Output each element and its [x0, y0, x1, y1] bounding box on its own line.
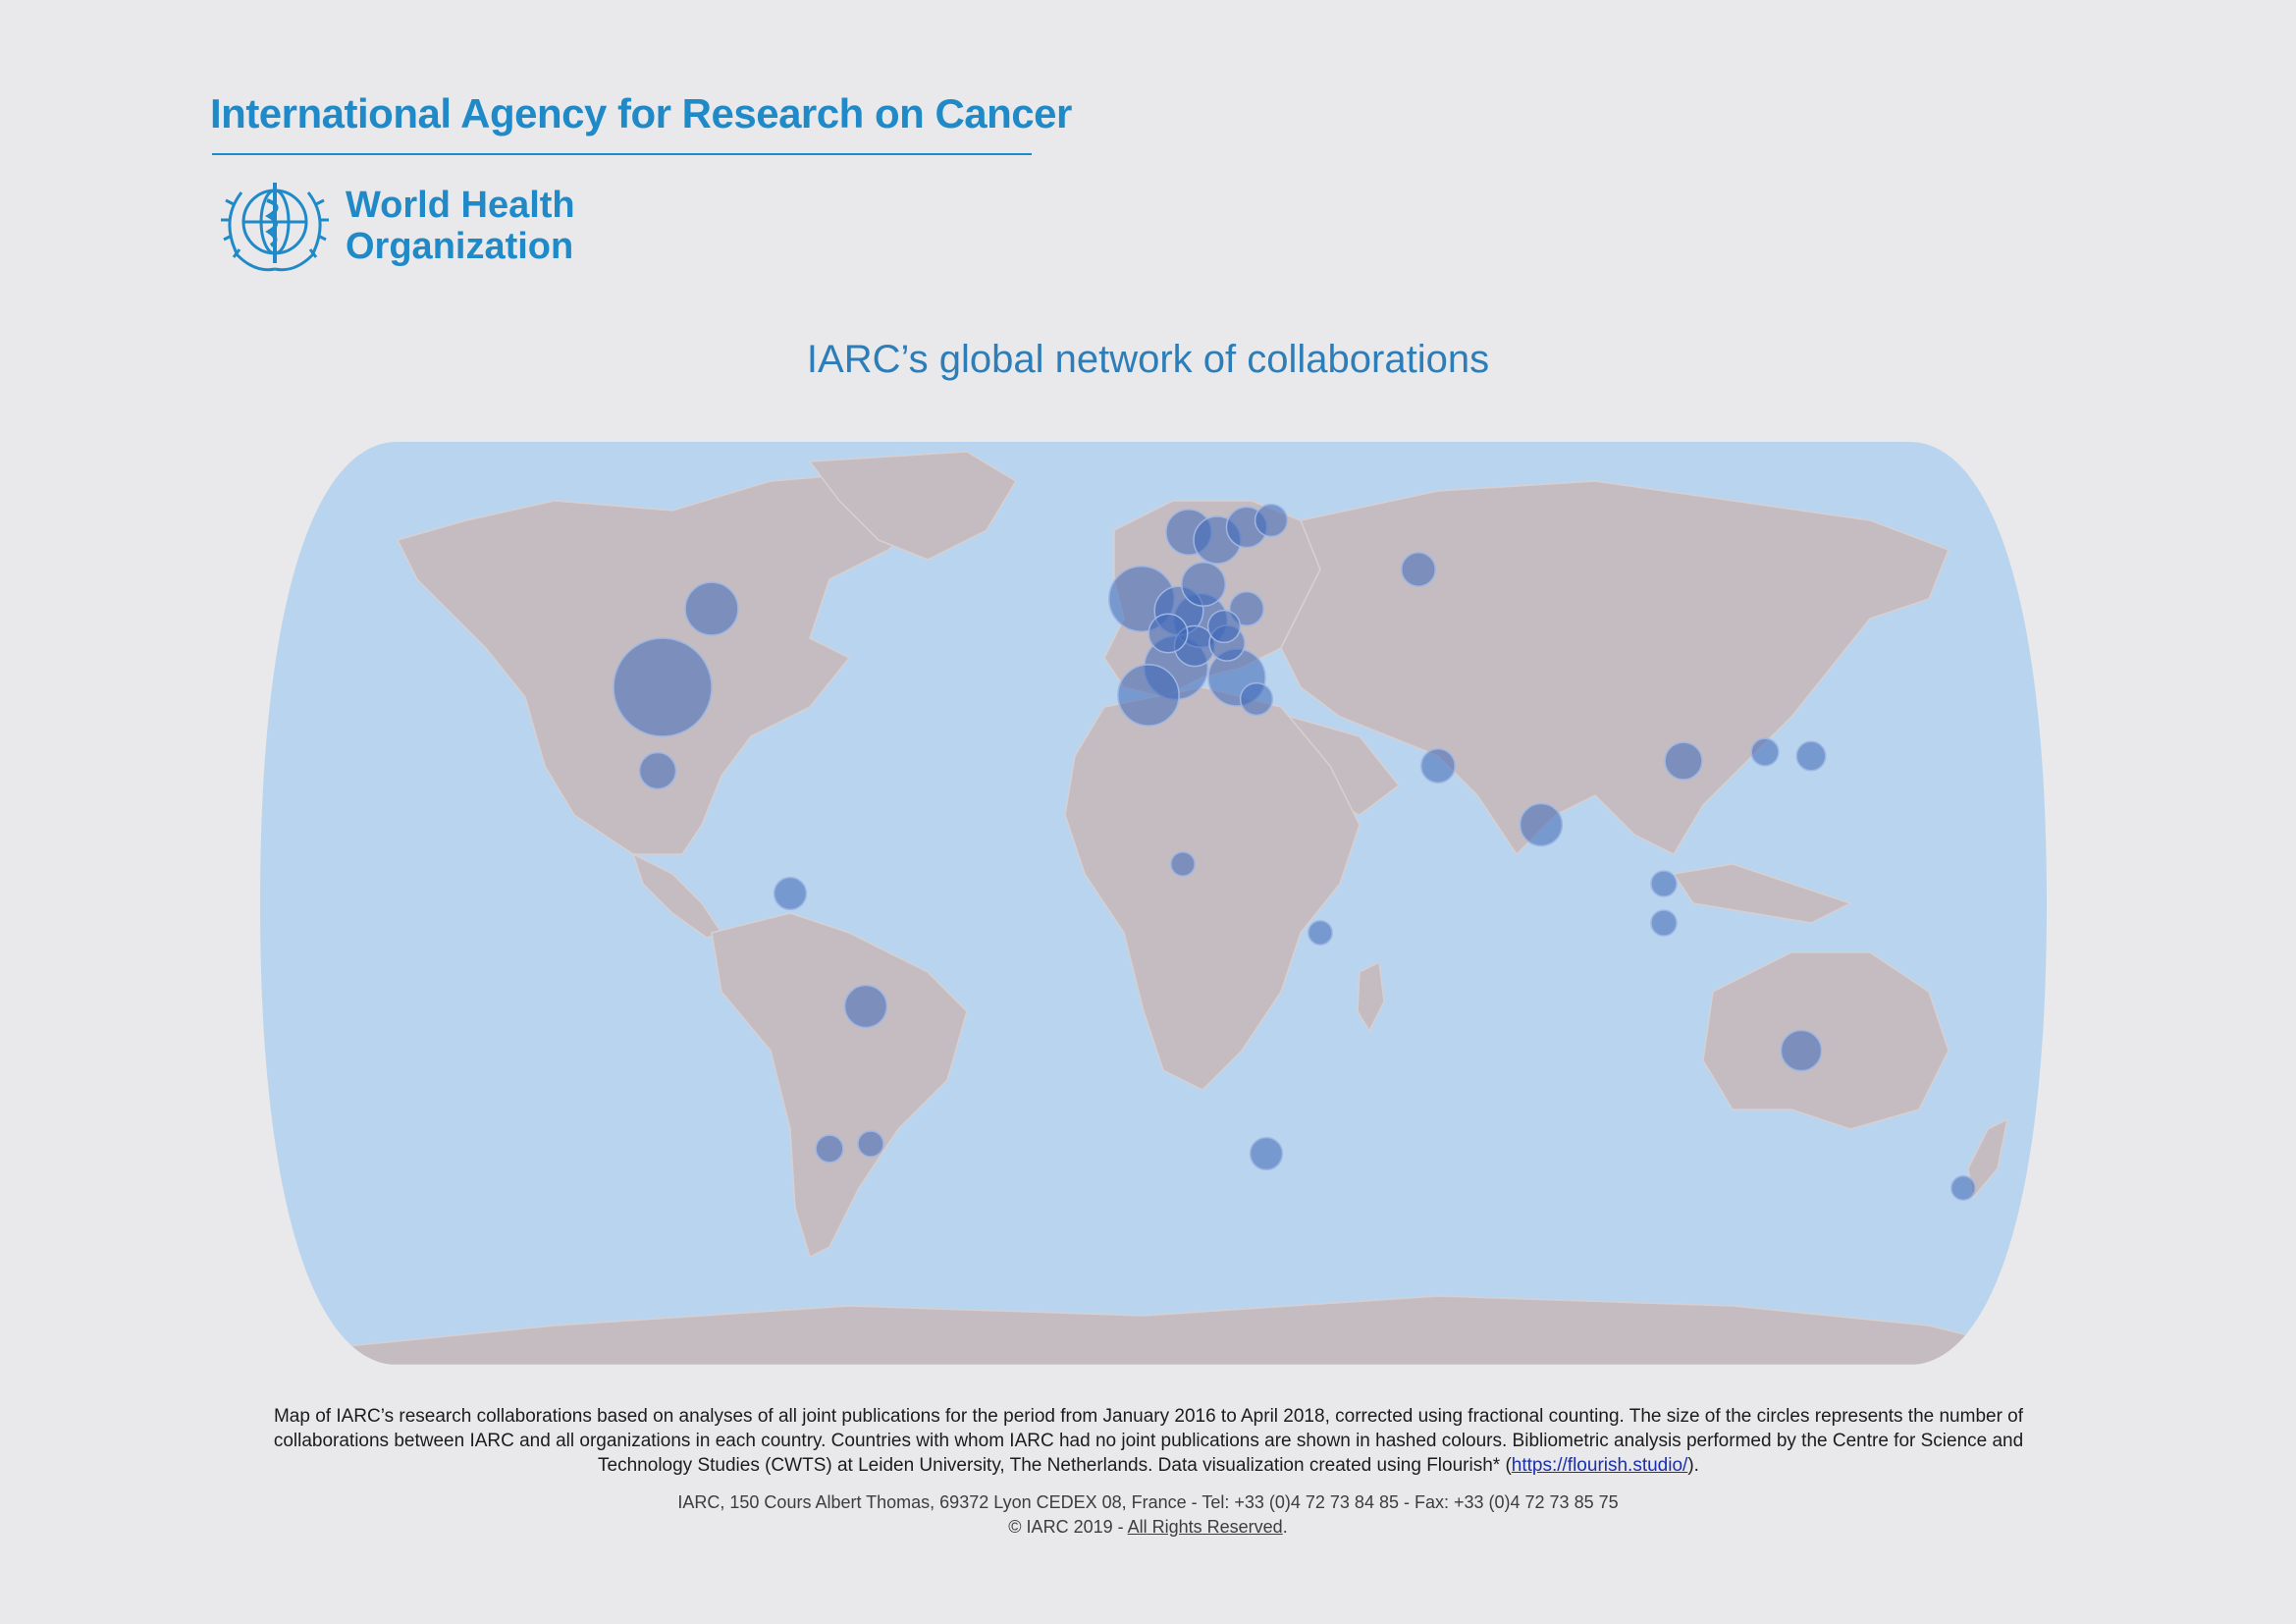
bubble-china[interactable] [1664, 741, 1703, 781]
land-antarctica [260, 1295, 2047, 1365]
bubble-india[interactable] [1519, 802, 1564, 847]
rights-tail: . [1282, 1517, 1288, 1537]
bubble-japan[interactable] [1795, 740, 1827, 772]
bubble-thailand[interactable] [1650, 870, 1678, 897]
land-australia [1702, 951, 1949, 1130]
map-title: IARC’s global network of collaborations [806, 338, 1490, 381]
bubble-brazil[interactable] [843, 984, 888, 1029]
map-caption: Map of IARC’s research collaborations ba… [226, 1404, 2071, 1478]
copyright-text: © IARC 2019 - [1008, 1517, 1128, 1537]
flourish-link[interactable]: https://flourish.studio/ [1511, 1455, 1688, 1476]
bubble-spain[interactable] [1117, 664, 1180, 727]
bubble-kenya[interactable] [1308, 920, 1333, 946]
header-divider [212, 153, 1032, 155]
bubble-south-africa[interactable] [1249, 1136, 1284, 1171]
agency-title: International Agency for Research on Can… [210, 90, 1072, 136]
land-greenland [808, 451, 1018, 561]
bubble-new-zealand[interactable] [1950, 1175, 1976, 1201]
who-line-1: World Health [346, 185, 575, 226]
bubble-korea[interactable] [1750, 737, 1780, 767]
bubble-denmark[interactable] [1180, 561, 1227, 608]
land-new-zealand [1967, 1117, 2009, 1200]
bubble-malaysia[interactable] [1650, 909, 1678, 937]
bubble-layer [613, 503, 1976, 1201]
caption-tail: ). [1687, 1455, 1699, 1476]
land-madagascar [1357, 960, 1385, 1033]
land-south-america [711, 912, 968, 1259]
bubble-nigeria[interactable] [1170, 851, 1196, 877]
land-africa [1064, 686, 1361, 1091]
bubble-estonia[interactable] [1254, 503, 1289, 538]
footer-address: IARC, 150 Cours Albert Thomas, 69372 Lyo… [677, 1492, 1619, 1512]
world-map[interactable] [260, 442, 2047, 1365]
bubble-canada[interactable] [684, 581, 739, 636]
bubble-colombia[interactable] [773, 876, 808, 911]
bubble-argentina[interactable] [815, 1134, 844, 1164]
who-emblem-icon [221, 183, 329, 272]
land-indonesia [1672, 863, 1852, 924]
who-line-2: Organization [346, 226, 574, 267]
bubble-belgium[interactable] [1148, 613, 1189, 654]
rights-link[interactable]: All Rights Reserved [1127, 1517, 1283, 1537]
bubble-iran[interactable] [1420, 748, 1456, 784]
footer-copyright: © IARC 2019 - All Rights Reserved. [0, 1517, 2296, 1538]
bubble-mexico[interactable] [638, 751, 677, 790]
bubble-poland[interactable] [1229, 591, 1264, 626]
bubble-greece[interactable] [1239, 681, 1274, 717]
bubble-czechia[interactable] [1206, 609, 1242, 644]
caption-text: Map of IARC’s research collaborations ba… [273, 1406, 2024, 1476]
bubble-uruguay[interactable] [857, 1130, 884, 1158]
bubble-australia[interactable] [1780, 1029, 1823, 1072]
who-name: World Health Organization [346, 185, 575, 267]
bubble-russia[interactable] [1401, 552, 1436, 587]
world-map-svg[interactable] [260, 442, 2047, 1365]
bubble-united-states[interactable] [613, 637, 713, 737]
